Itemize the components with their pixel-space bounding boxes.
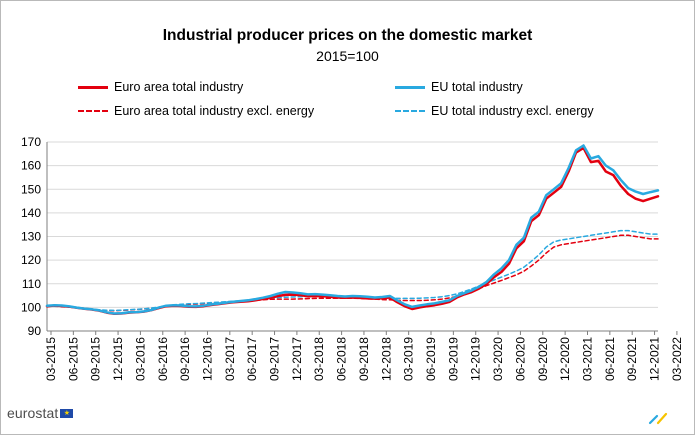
x-tick-label: 12-2019 [469, 337, 483, 381]
chart-title: Industrial producer prices on the domest… [162, 27, 533, 44]
chart-subtitle: 2015=100 [316, 48, 379, 64]
x-tick-label: 12-2015 [111, 337, 125, 381]
x-tick-label: 03-2017 [223, 337, 237, 381]
y-tick-label: 130 [21, 230, 41, 244]
legend-label-eu-total: EU total industry [431, 80, 523, 94]
x-tick-label: 03-2016 [133, 337, 147, 381]
x-tick-label: 03-2022 [670, 337, 684, 381]
legend-swatch-euro-area-total [78, 85, 108, 89]
legend-swatch-euro-area-excl-energy [78, 110, 108, 112]
x-tick-label: 06-2021 [603, 337, 617, 381]
series-line-euro-area-total-industry-excl-energy [46, 234, 659, 312]
eurostat-logo: eurostat ★ [7, 405, 74, 421]
x-tick-label: 09-2018 [357, 337, 371, 381]
x-tick-label: 06-2017 [245, 337, 259, 381]
x-tick-label: 09-2015 [89, 337, 103, 381]
series-line-eu-total-industry-excl-energy [46, 229, 659, 312]
legend-item-eu-excl-energy: EU total industry excl. energy [395, 104, 594, 118]
x-tick-label: 06-2020 [513, 337, 527, 381]
legend-item-euro-area-total: Euro area total industry [78, 80, 243, 94]
legend-label-euro-area-excl-energy: Euro area total industry excl. energy [114, 104, 315, 118]
legend-item-euro-area-excl-energy: Euro area total industry excl. energy [78, 104, 314, 118]
y-tick-label: 100 [21, 300, 41, 314]
x-tick-label: 03-2015 [44, 337, 58, 381]
x-tick-label: 09-2016 [178, 337, 192, 381]
x-tick-label: 06-2015 [66, 337, 80, 381]
y-tick-label: 90 [28, 324, 42, 338]
x-tick-label: 06-2022 [692, 337, 695, 381]
eurostat-logo-text: eurostat [7, 405, 59, 421]
x-tick-label: 09-2017 [268, 337, 282, 381]
y-tick-label: 160 [21, 159, 41, 173]
x-tick-label: 09-2021 [625, 337, 639, 381]
y-tick-label: 150 [21, 182, 41, 196]
y-tick-label: 110 [22, 277, 41, 291]
legend-swatch-eu-excl-energy [395, 110, 425, 112]
legend-label-euro-area-total: Euro area total industry [114, 80, 244, 94]
legend-item-eu-total: EU total industry [395, 80, 523, 94]
x-tick-label: 12-2020 [558, 337, 572, 381]
x-tick-label: 06-2016 [156, 337, 170, 381]
x-tick-label: 06-2018 [335, 337, 349, 381]
x-tick-label: 09-2020 [536, 337, 550, 381]
y-tick-label: 140 [21, 206, 41, 220]
series-line-eu-total-industry [45, 144, 660, 315]
y-axis: 90 100 110 120 130 140 150 160 170 [21, 135, 41, 338]
x-tick-label: 12-2017 [290, 337, 304, 381]
legend-swatch-eu-total [395, 85, 425, 89]
y-tick-label: 170 [21, 135, 41, 149]
x-tick-label: 03-2021 [580, 337, 594, 381]
x-tick-label: 03-2019 [402, 337, 416, 381]
eurostat-swoosh-icon [648, 412, 668, 425]
x-axis: 03-2015 06-2015 09-2015 12-2015 03-2016 06-20… [44, 142, 695, 381]
eu-flag-icon: ★ [60, 408, 74, 418]
x-tick-label: 12-2016 [200, 337, 214, 381]
x-tick-label: 03-2020 [491, 337, 505, 381]
y-tick-label: 120 [21, 253, 41, 267]
x-tick-label: 12-2018 [379, 337, 393, 381]
x-tick-label: 09-2019 [446, 337, 460, 381]
x-tick-label: 12-2021 [648, 337, 662, 381]
legend-label-eu-excl-energy: EU total industry excl. energy [431, 104, 594, 118]
x-tick-label: 06-2019 [424, 337, 438, 381]
x-tick-label: 03-2018 [312, 337, 326, 381]
series-lines [45, 144, 660, 316]
